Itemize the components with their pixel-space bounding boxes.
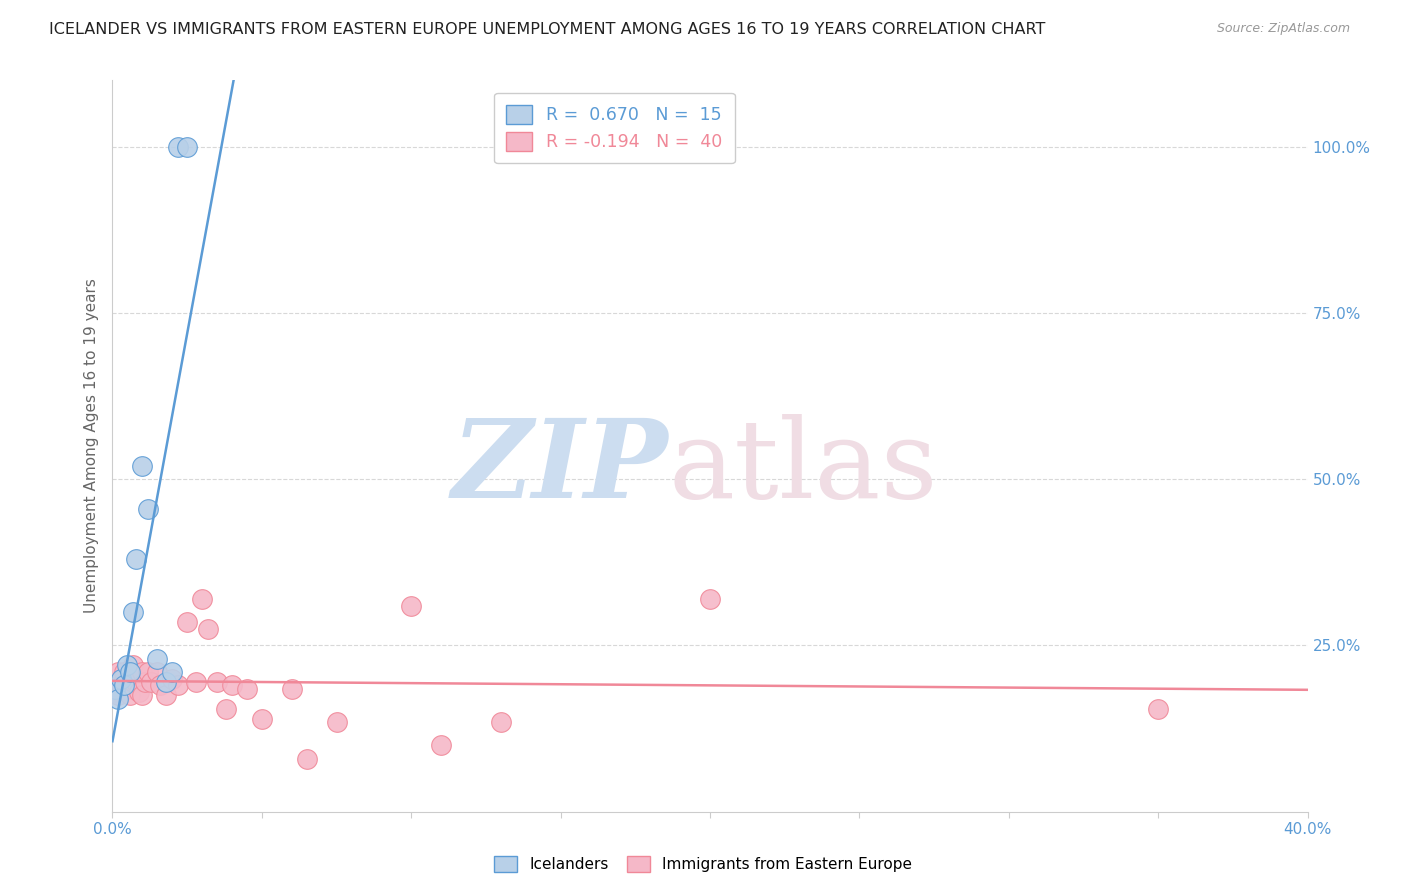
Point	[131, 665, 153, 679]
Point	[107, 689, 129, 703]
Point	[401, 599, 423, 613]
Point	[117, 675, 139, 690]
Point	[128, 685, 150, 699]
Point	[162, 672, 183, 686]
Point	[155, 689, 177, 703]
Point	[191, 591, 214, 606]
Point	[236, 681, 259, 696]
Point	[149, 678, 172, 692]
Point	[176, 140, 198, 154]
Point	[114, 678, 135, 692]
Point	[117, 681, 139, 696]
Point	[1147, 701, 1170, 715]
Point	[114, 665, 135, 679]
Point	[104, 681, 127, 696]
Point	[125, 552, 148, 566]
Point	[138, 502, 160, 516]
Point	[325, 714, 347, 729]
Point	[125, 675, 148, 690]
Point	[138, 665, 160, 679]
Point	[131, 689, 153, 703]
Point	[281, 681, 304, 696]
Point	[104, 685, 127, 699]
Point	[146, 652, 169, 666]
Point	[215, 701, 238, 715]
Point	[107, 665, 129, 679]
Point	[221, 678, 243, 692]
Point	[122, 605, 145, 619]
Point	[122, 675, 145, 690]
Point	[122, 658, 145, 673]
Point	[489, 714, 512, 729]
Text: atlas: atlas	[668, 415, 938, 522]
Legend: R =  0.670   N =  15, R = -0.194   N =  40: R = 0.670 N = 15, R = -0.194 N = 40	[494, 93, 735, 163]
Point	[197, 622, 219, 636]
Legend: Icelanders, Immigrants from Eastern Europe: Icelanders, Immigrants from Eastern Euro…	[486, 848, 920, 880]
Point	[141, 675, 163, 690]
Point	[176, 615, 198, 630]
Point	[167, 140, 190, 154]
Text: ICELANDER VS IMMIGRANTS FROM EASTERN EUROPE UNEMPLOYMENT AMONG AGES 16 TO 19 YEA: ICELANDER VS IMMIGRANTS FROM EASTERN EUR…	[49, 22, 1046, 37]
Point	[250, 712, 273, 726]
Point	[167, 678, 190, 692]
Point	[430, 738, 453, 752]
Point	[205, 675, 228, 690]
Point	[110, 678, 132, 692]
Point	[699, 591, 721, 606]
Point	[117, 658, 139, 673]
Text: ZIP: ZIP	[451, 414, 668, 522]
Point	[186, 675, 208, 690]
Point	[162, 665, 183, 679]
Point	[131, 458, 153, 473]
Point	[295, 751, 318, 765]
Point	[120, 689, 142, 703]
Point	[155, 675, 177, 690]
Point	[104, 675, 127, 690]
Y-axis label: Unemployment Among Ages 16 to 19 years: Unemployment Among Ages 16 to 19 years	[83, 278, 98, 614]
Point	[107, 691, 129, 706]
Text: Source: ZipAtlas.com: Source: ZipAtlas.com	[1216, 22, 1350, 36]
Point	[120, 665, 142, 679]
Point	[146, 665, 169, 679]
Point	[110, 672, 132, 686]
Point	[134, 675, 156, 690]
